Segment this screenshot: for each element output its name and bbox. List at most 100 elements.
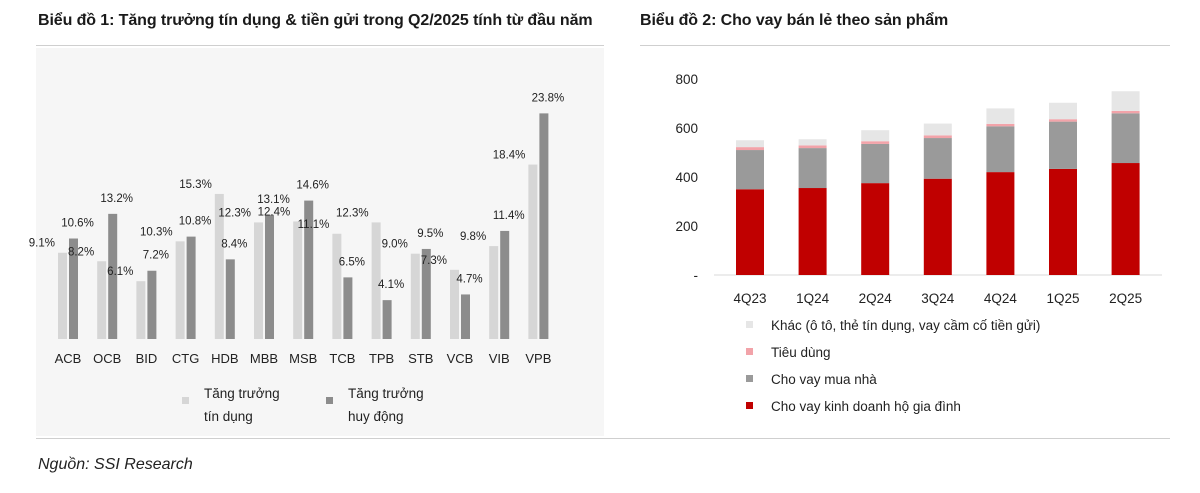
y-tick-label-400: 400 <box>675 170 698 185</box>
data-label-deposit-tcb: 6.5% <box>339 256 365 268</box>
data-label-credit-vcb: 7.3% <box>421 255 447 267</box>
bar-mua-nha-1q24 <box>798 148 827 189</box>
y-tick-label-0: - <box>694 268 699 283</box>
chart2-top-rule <box>640 45 1170 46</box>
bar-deposit-mbb <box>265 214 274 339</box>
bar-deposit-bid <box>147 270 157 339</box>
bar-deposit-vcb <box>461 294 470 339</box>
bar-kinh-doanh-2q24 <box>861 183 890 275</box>
chart1-background <box>36 48 604 436</box>
data-label-credit-vib: 9.8% <box>460 231 486 243</box>
data-label-credit-hdb: 15.3% <box>179 179 212 191</box>
category-label-3q24: 3Q24 <box>921 291 955 306</box>
bar-khac-4q24 <box>986 108 1015 124</box>
bar-deposit-ocb <box>108 213 118 339</box>
category-label-2q24: 2Q24 <box>859 291 893 306</box>
bar-deposit-vib <box>500 230 510 339</box>
y-tick-label-200: 200 <box>675 219 698 234</box>
bar-kinh-doanh-3q24 <box>923 178 952 275</box>
bar-credit-hdb <box>214 193 224 339</box>
bar-tieu-dung-3q24 <box>923 135 952 139</box>
bar-credit-vpb <box>528 164 538 339</box>
bar-khac-2q25 <box>1111 91 1140 111</box>
chart1-title: Biểu đồ 1: Tăng trưởng tín dụng & tiền g… <box>38 12 593 29</box>
legend-label-credit-line1: Tăng trưởng <box>204 386 280 401</box>
bar-credit-vcb <box>450 269 459 339</box>
data-label-credit-mbb: 12.3% <box>218 207 251 219</box>
data-label-credit-tpb: 12.3% <box>336 207 369 219</box>
bar-khac-2q24 <box>861 130 890 142</box>
bar-tieu-dung-2q24 <box>861 141 890 144</box>
data-label-deposit-stb: 9.5% <box>417 228 443 240</box>
credit-deposit-growth-chart: 9.1% 10.6% ACB 8.2% 13.2% OCB 6.1% 7.2% BID 10.3%… <box>29 92 564 424</box>
bar-deposit-stb <box>421 248 431 339</box>
data-label-deposit-vib: 11.4% <box>493 210 525 222</box>
category-label-1q25: 1Q25 <box>1046 291 1079 306</box>
data-label-credit-stb: 9.0% <box>382 239 408 251</box>
legend-label-deposit-line2: huy động <box>348 409 404 424</box>
category-label-acb: ACB <box>55 351 82 366</box>
bar-tieu-dung-1q25 <box>1049 119 1077 122</box>
bar-tieu-dung-2q25 <box>1111 110 1140 114</box>
bar-mua-nha-3q24 <box>923 138 952 179</box>
legend-label-tieu-dung: Tiêu dùng <box>771 345 831 360</box>
data-label-deposit-hdb: 8.4% <box>221 238 247 250</box>
category-label-1q24: 1Q24 <box>796 291 830 306</box>
category-label-vpb: VPB <box>525 351 551 366</box>
bar-credit-ctg <box>175 241 185 339</box>
bar-tieu-dung-1q24 <box>798 145 827 149</box>
category-label-ocb: OCB <box>93 351 121 366</box>
source-note: Nguồn: SSI Research <box>38 456 193 473</box>
bar-kinh-doanh-1q25 <box>1049 168 1077 275</box>
retail-lending-by-product-chart: 800 600 400 200 - 4Q23 1Q24 2Q24 3Q24 4Q24 1Q25 2Q2… <box>675 72 1162 414</box>
legend-swatch-kinh-doanh <box>746 402 753 409</box>
bar-deposit-tcb <box>343 277 353 339</box>
category-label-tcb: TCB <box>329 351 355 366</box>
y-tick-label-600: 600 <box>675 121 698 136</box>
bar-kinh-doanh-4q23 <box>736 189 764 275</box>
data-label-credit-bid: 6.1% <box>107 266 133 278</box>
bar-credit-tpb <box>371 222 381 339</box>
data-label-deposit-ctg: 10.8% <box>179 216 212 228</box>
chart2-title: Biểu đồ 2: Cho vay bán lẻ theo sản phẩm <box>640 12 949 29</box>
legend-swatch-mua-nha <box>746 375 753 382</box>
category-label-mbb: MBB <box>250 351 278 366</box>
bar-kinh-doanh-2q25 <box>1111 163 1140 275</box>
category-label-vcb: VCB <box>447 351 474 366</box>
category-label-4q23: 4Q23 <box>733 291 766 306</box>
bar-credit-acb <box>58 252 67 339</box>
category-label-4q24: 4Q24 <box>984 291 1018 306</box>
bar-mua-nha-4q24 <box>986 126 1015 173</box>
category-label-tpb: TPB <box>369 351 394 366</box>
data-label-credit-ocb: 8.2% <box>68 246 94 258</box>
legend-label-mua-nha: Cho vay mua nhà <box>771 372 877 387</box>
legend-swatch-tieu-dung <box>746 348 753 355</box>
legend-label-kinh-doanh: Cho vay kinh doanh hộ gia đình <box>771 399 961 414</box>
legend-swatch-credit <box>182 397 189 404</box>
data-label-credit-tcb: 11.1% <box>298 219 330 231</box>
bar-credit-vib <box>489 246 499 339</box>
bar-deposit-tpb <box>382 300 392 339</box>
bar-mua-nha-1q25 <box>1049 121 1077 169</box>
bar-credit-bid <box>136 281 146 339</box>
bar-khac-3q24 <box>923 123 952 136</box>
category-label-bid: BID <box>136 351 158 366</box>
bar-deposit-msb <box>304 200 314 339</box>
bar-mua-nha-2q24 <box>861 143 890 184</box>
category-label-stb: STB <box>408 351 433 366</box>
data-label-deposit-tpb: 4.1% <box>378 279 404 291</box>
bar-khac-1q25 <box>1049 102 1077 120</box>
data-label-deposit-acb: 10.6% <box>61 218 94 230</box>
data-label-deposit-bid: 7.2% <box>143 250 169 262</box>
legend-label-deposit-line1: Tăng trưởng <box>348 386 424 401</box>
bar-kinh-doanh-1q24 <box>798 188 827 275</box>
bar-khac-1q24 <box>798 139 827 146</box>
legend-swatch-khac <box>746 321 753 328</box>
category-label-vib: VIB <box>489 351 510 366</box>
bar-credit-tcb <box>332 233 342 339</box>
legend-label-credit-line2: tín dụng <box>204 409 253 424</box>
bar-khac-4q23 <box>736 140 764 148</box>
bar-deposit-hdb <box>225 259 235 339</box>
data-label-deposit-mbb: 13.1% <box>257 194 290 206</box>
data-label-credit-ctg: 10.3% <box>140 226 173 238</box>
